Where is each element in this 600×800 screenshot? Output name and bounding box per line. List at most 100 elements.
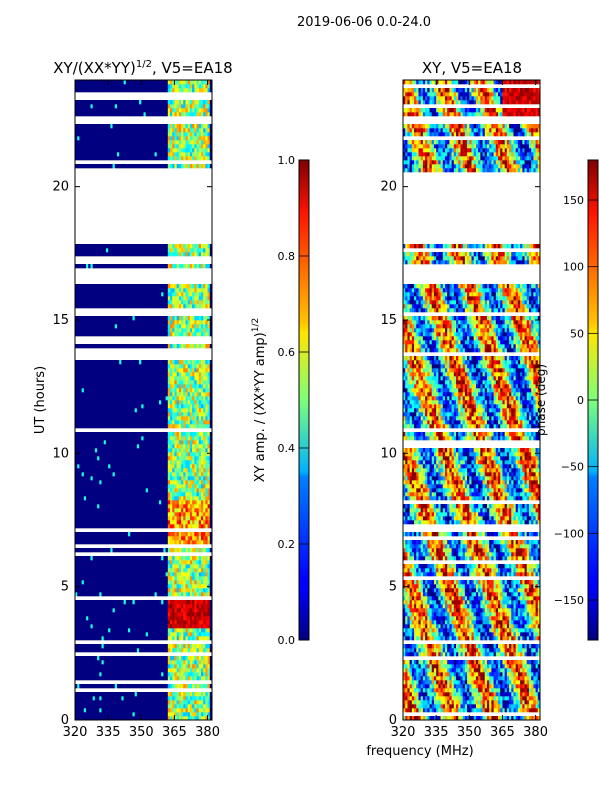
heatmap-cell <box>125 536 129 541</box>
heatmap-cell <box>110 716 113 721</box>
heatmap-cell <box>128 588 131 593</box>
heatmap-cell <box>130 584 133 589</box>
heatmap-cell <box>86 668 89 673</box>
heatmap-cell <box>163 464 166 469</box>
heatmap-cell <box>170 704 173 709</box>
heatmap-cell <box>128 576 131 581</box>
heatmap-cell <box>97 476 100 481</box>
heatmap-cell <box>145 692 149 697</box>
heatmap-cell <box>163 676 166 681</box>
heatmap-cell <box>110 664 113 669</box>
heatmap-cell <box>205 556 208 561</box>
heatmap-cell <box>101 444 105 449</box>
heatmap-cell <box>200 536 204 541</box>
heatmap-cell <box>139 660 142 665</box>
heatmap-cell <box>77 604 80 609</box>
heatmap-cell <box>161 504 164 509</box>
heatmap-cell <box>110 712 113 717</box>
heatmap-cell <box>154 648 158 653</box>
heatmap-cell <box>170 636 173 641</box>
heatmap-cell <box>114 692 118 697</box>
heatmap-cell <box>116 716 120 721</box>
heatmap-cell <box>176 572 180 577</box>
heatmap-cell <box>116 424 120 429</box>
heatmap-cell <box>209 448 213 453</box>
heatmap-cell <box>97 488 100 493</box>
heatmap-cell <box>110 676 113 681</box>
heatmap-cell <box>90 448 94 453</box>
heatmap-cell <box>178 616 182 621</box>
heatmap-cell <box>170 620 173 625</box>
heatmap-cell <box>134 496 138 501</box>
heatmap-cell <box>167 436 171 441</box>
heatmap-cell <box>132 692 136 697</box>
heatmap-cell <box>200 440 204 445</box>
heatmap-cell <box>189 536 193 541</box>
heatmap-cell <box>77 436 80 441</box>
heatmap-cell <box>116 644 120 649</box>
heatmap-cell <box>116 448 120 453</box>
heatmap-cell <box>194 556 197 561</box>
heatmap-cell <box>90 692 94 697</box>
heatmap-cell <box>116 592 120 597</box>
heatmap-cell <box>103 572 107 577</box>
heatmap-cell <box>194 448 197 453</box>
heatmap-cell <box>194 444 197 449</box>
heatmap-cell <box>79 588 83 593</box>
heatmap-cell <box>105 444 109 449</box>
heatmap-cell <box>167 440 171 445</box>
heatmap-cell <box>158 484 162 489</box>
heatmap-cell <box>150 444 153 449</box>
heatmap-cell <box>181 476 184 481</box>
heatmap-cell <box>119 436 122 441</box>
heatmap-cell <box>75 464 78 469</box>
heatmap-cell <box>145 644 149 649</box>
heatmap-cell <box>114 568 118 573</box>
heatmap-cell <box>205 704 208 709</box>
heatmap-cell <box>174 644 178 649</box>
heatmap-cell <box>121 492 125 497</box>
heatmap-cell <box>165 576 169 581</box>
heatmap-cell <box>145 632 149 637</box>
heatmap-cell <box>105 476 109 481</box>
heatmap-cell <box>172 604 175 609</box>
heatmap-cell <box>183 708 186 713</box>
heatmap-cell <box>105 656 109 661</box>
heatmap-cell <box>145 696 149 701</box>
heatmap-cell <box>174 500 178 505</box>
heatmap-cell <box>196 440 200 445</box>
heatmap-cell <box>183 452 186 457</box>
heatmap-cell <box>136 520 140 525</box>
heatmap-cell <box>152 500 155 505</box>
heatmap-cell <box>150 568 153 573</box>
heatmap-cell <box>88 580 91 585</box>
heatmap-cell <box>77 476 80 481</box>
heatmap-cell <box>119 516 122 521</box>
heatmap-cell <box>189 504 193 509</box>
heatmap-cell <box>86 632 89 637</box>
heatmap-cell <box>147 500 151 505</box>
heatmap-cell <box>147 484 151 489</box>
heatmap-cell <box>86 432 89 437</box>
heatmap-cell <box>172 520 175 525</box>
heatmap-cell <box>105 560 109 565</box>
heatmap-cell <box>77 512 80 517</box>
heatmap-cell <box>83 564 87 569</box>
heatmap-cell <box>161 500 164 505</box>
heatmap-cell <box>101 540 105 545</box>
heatmap-cell <box>189 676 193 681</box>
heatmap-cell <box>147 452 151 457</box>
heatmap-cell <box>77 520 80 525</box>
heatmap-cell <box>143 460 147 465</box>
heatmap-cell <box>123 456 127 461</box>
heatmap-cell <box>192 520 195 525</box>
heatmap-cell <box>125 520 129 525</box>
heatmap-cell <box>92 516 96 521</box>
heatmap-cell <box>161 604 164 609</box>
heatmap-cell <box>163 628 166 633</box>
heatmap-cell <box>207 512 211 517</box>
heatmap-cell <box>123 516 127 521</box>
heatmap-cell <box>147 708 151 713</box>
heatmap-cell <box>94 584 98 589</box>
heatmap-cell <box>165 496 169 501</box>
